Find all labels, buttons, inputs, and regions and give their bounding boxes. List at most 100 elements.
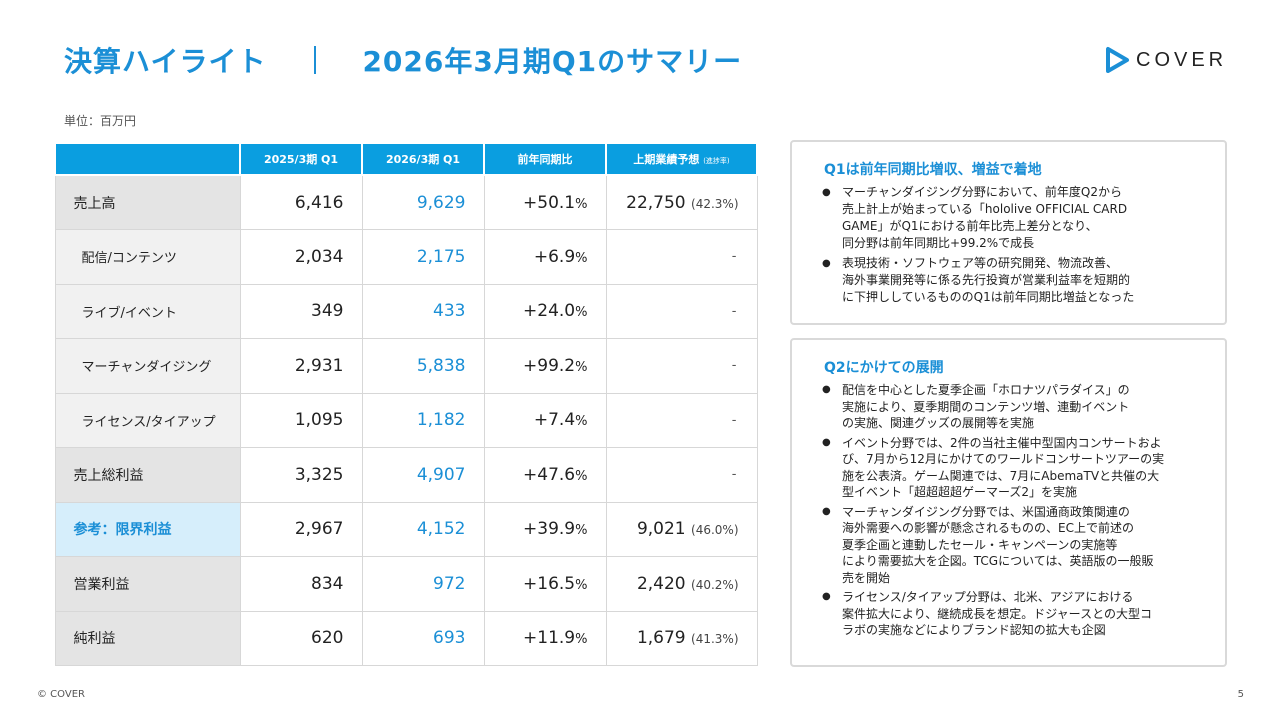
q2-outlook-panel: Q2にかけての展開 配信を中心とした夏季企画「ホロナツパラダイス」の実施により、… xyxy=(790,338,1227,667)
progress-rate: (46.0%) xyxy=(691,523,739,538)
forecast-number: 22,750 xyxy=(626,192,686,213)
yoy-value: +47.6% xyxy=(483,447,607,503)
percent-sign: % xyxy=(575,632,588,648)
header-prev-q1: 2025/3期 Q1 xyxy=(239,142,363,176)
percent-sign: % xyxy=(575,250,588,266)
page-title: 決算ハイライト xyxy=(64,45,267,78)
table-row: 営業利益 834 972 +16.5% 2,420 (40.2%) xyxy=(54,556,758,612)
row-label: ライセンス/タイアップ xyxy=(54,392,241,448)
forecast-value: - xyxy=(605,447,758,503)
financial-table: 2025/3期 Q1 2026/3期 Q1 前年同期比 上期業績予想 (進捗率)… xyxy=(54,142,758,666)
row-label: ライブ/イベント xyxy=(54,283,241,339)
page-number: 5 xyxy=(1237,689,1244,700)
progress-rate: (41.3%) xyxy=(691,632,739,647)
panel-title: Q2にかけての展開 xyxy=(824,360,944,376)
header-forecast: 上期業績予想 (進捗率) xyxy=(605,142,758,176)
yoy-number: +50.1 xyxy=(523,192,576,213)
row-label: 配信/コンテンツ xyxy=(54,229,241,285)
header-yoy: 前年同期比 xyxy=(483,142,607,176)
table-header-row: 2025/3期 Q1 2026/3期 Q1 前年同期比 上期業績予想 (進捗率) xyxy=(54,142,758,176)
yoy-value: +6.9% xyxy=(483,229,607,285)
curr-q1-value: 4,152 xyxy=(361,501,485,557)
table-row: ライセンス/タイアップ 1,095 1,182 +7.4% - xyxy=(54,392,758,448)
table-row: 売上高 6,416 9,629 +50.1% 22,750 (42.3%) xyxy=(54,174,758,230)
bullet-item: 配信を中心とした夏季企画「ホロナツパラダイス」の実施により、夏季期間のコンテンツ… xyxy=(822,382,1215,432)
forecast-value: 1,679 (41.3%) xyxy=(605,610,758,666)
bullet-line: 表現技術・ソフトウェア等の研究開発、物流改善、 xyxy=(842,256,1119,270)
curr-q1-value: 972 xyxy=(361,556,485,612)
cover-logo: COVER xyxy=(1104,46,1227,74)
curr-q1-value: 9,629 xyxy=(361,174,485,230)
yoy-value: +11.9% xyxy=(483,610,607,666)
cover-play-icon xyxy=(1106,47,1129,73)
forecast-number: 2,420 xyxy=(636,573,686,594)
yoy-number: +11.9 xyxy=(523,628,576,649)
percent-sign: % xyxy=(575,196,588,212)
yoy-number: +7.4 xyxy=(533,410,576,431)
unit-label: 単位：百万円 xyxy=(64,114,137,128)
percent-sign: % xyxy=(575,523,588,539)
bullet-line: に下押ししているもののQ1は前年同期比増益となった xyxy=(842,290,1135,304)
progress-rate: (42.3%) xyxy=(691,196,739,211)
yoy-value: +7.4% xyxy=(483,392,607,448)
yoy-value: +24.0% xyxy=(483,283,607,339)
bullet-line: 夏季企画と連動したセール・キャンペーンの実施等 xyxy=(842,537,1118,552)
forecast-value: 9,021 (46.0%) xyxy=(605,501,758,557)
header-blank xyxy=(54,142,241,176)
prev-q1-value: 2,967 xyxy=(239,501,363,557)
yoy-value: +99.2% xyxy=(483,338,607,394)
bullet-line: 型イベント「超超超超ゲーマーズ2」を実施 xyxy=(842,485,1078,499)
bullet-line: 売を開始 xyxy=(842,570,891,585)
bullet-item: マーチャンダイジング分野において、前年度Q2から売上計上が始まっている「holo… xyxy=(822,184,1215,252)
forecast-number: 9,021 xyxy=(636,519,686,540)
bullet-item: イベント分野では、2件の当社主催中型国内コンサートおよび、7月から12月にかけて… xyxy=(822,435,1215,501)
bullet-line: 同分野は前年同期比+99.2%で成長 xyxy=(842,236,1035,250)
yoy-number: +99.2 xyxy=(523,355,576,376)
header-curr-q1: 2026/3期 Q1 xyxy=(361,142,485,176)
percent-sign: % xyxy=(575,577,588,593)
title-divider xyxy=(314,46,317,74)
prev-q1-value: 620 xyxy=(239,610,363,666)
yoy-value: +39.9% xyxy=(483,501,607,557)
prev-q1-value: 2,034 xyxy=(239,229,363,285)
table-row: 純利益 620 693 +11.9% 1,679 (41.3%) xyxy=(54,610,758,666)
curr-q1-value: 2,175 xyxy=(361,229,485,285)
percent-sign: % xyxy=(575,305,588,321)
bullet-line: 売上計上が始まっている「hololive OFFICIAL CARD xyxy=(842,202,1128,216)
bullet-line: により需要拡大を企図。TCGについては、英語版の一般販 xyxy=(842,554,1154,568)
prev-q1-value: 3,325 xyxy=(239,447,363,503)
curr-q1-value: 693 xyxy=(361,610,485,666)
forecast-value: - xyxy=(605,338,758,394)
progress-rate: (40.2%) xyxy=(691,577,739,592)
bullet-line: び、7月から12月にかけてのワールドコンサートツアーの実 xyxy=(842,452,1165,466)
percent-sign: % xyxy=(575,414,588,430)
bullet-line: ラボの実施などによりブランド認知の拡大も企図 xyxy=(842,623,1106,637)
logo-text: COVER xyxy=(1136,48,1228,71)
forecast-value: - xyxy=(605,229,758,285)
panel-title: Q1は前年同期比増収、増益で着地 xyxy=(824,162,1042,178)
bullet-line: の実施、関連グッズの展開等を実施 xyxy=(842,416,1035,430)
yoy-number: +24.0 xyxy=(523,301,576,322)
bullet-item: ライセンス/タイアップ分野は、北米、アジアにおける案件拡大により、継続成長を想定… xyxy=(822,589,1215,639)
curr-q1-value: 4,907 xyxy=(361,447,485,503)
yoy-number: +47.6 xyxy=(523,464,576,485)
q1-summary-panel: Q1は前年同期比増収、増益で着地 マーチャンダイジング分野において、前年度Q2か… xyxy=(790,140,1227,325)
bullet-item: マーチャンダイジング分野では、米国通商政策関連の海外需要への影響が懸念されるもの… xyxy=(822,504,1215,587)
copyright: © COVER xyxy=(37,689,85,700)
table-row: 配信/コンテンツ 2,034 2,175 +6.9% - xyxy=(54,229,758,285)
bullet-line: 案件拡大により、継続成長を想定。ドジャースとの大型コ xyxy=(842,606,1152,621)
bullet-line: マーチャンダイジング分野において、前年度Q2から xyxy=(842,185,1123,199)
yoy-number: +6.9 xyxy=(533,246,576,267)
prev-q1-value: 1,095 xyxy=(239,392,363,448)
bullet-line: マーチャンダイジング分野では、米国通商政策関連の xyxy=(842,504,1130,519)
curr-q1-value: 433 xyxy=(361,283,485,339)
table-row: 売上総利益 3,325 4,907 +47.6% - xyxy=(54,447,758,503)
yoy-value: +16.5% xyxy=(483,556,607,612)
percent-sign: % xyxy=(575,359,588,375)
yoy-number: +39.9 xyxy=(523,519,576,540)
bullet-line: GAME」がQ1における前年比売上差分となり、 xyxy=(842,219,1098,233)
row-label: マーチャンダイジング xyxy=(54,338,241,394)
bullet-line: 実施により、夏季期間のコンテンツ増、連動イベント xyxy=(842,399,1130,414)
forecast-number: 1,679 xyxy=(636,628,686,649)
forecast-value: 22,750 (42.3%) xyxy=(605,174,758,230)
